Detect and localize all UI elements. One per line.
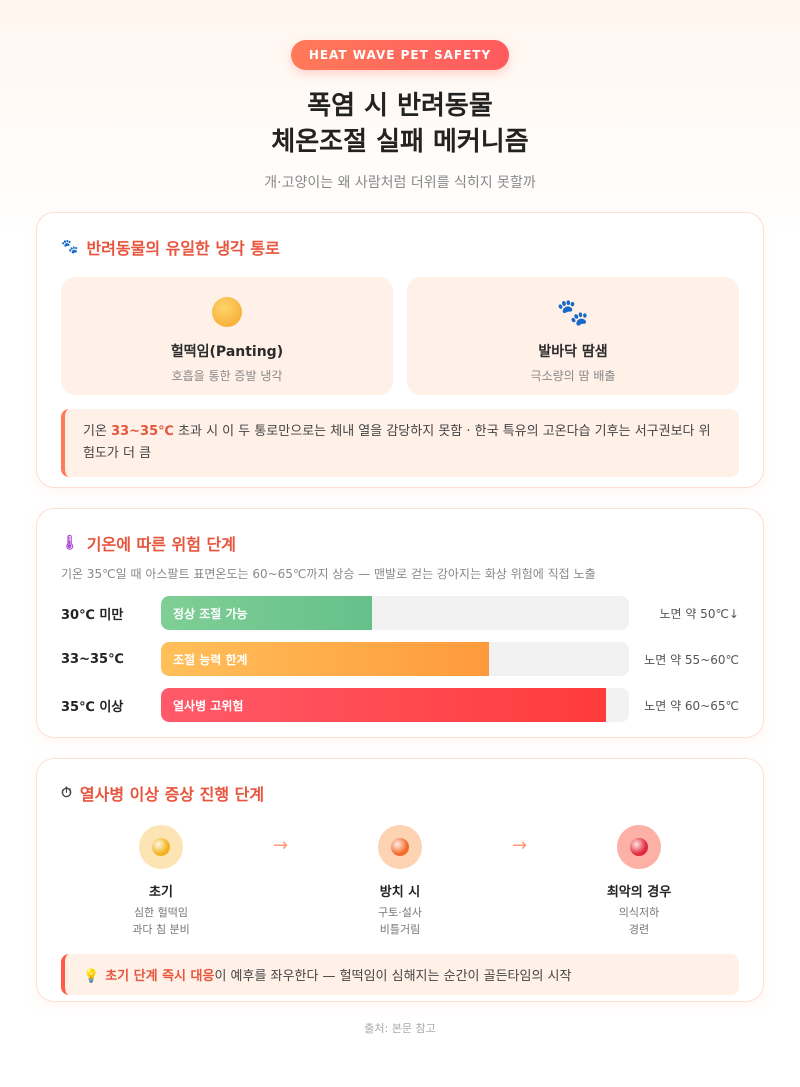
symptom-step: 초기 심한 헐떡임 과다 침 분비 xyxy=(101,825,221,938)
stage-circle-icon xyxy=(378,825,422,869)
cooling-routes-card: 🐾 반려동물의 유일한 냉각 통로 헐떡임(Panting) 호흡을 통한 증발… xyxy=(36,212,764,488)
risk-level-track: 조절 능력 한계 xyxy=(161,642,629,676)
road-temperature: 노면 약 55~60℃ xyxy=(644,652,739,667)
risk-level-track: 정상 조절 가능 xyxy=(161,596,629,630)
risk-levels-title: 🌡 기온에 따른 위험 단계 xyxy=(61,535,236,554)
risk-level-list: 30℃ 미만 정상 조절 가능 노면 약 50℃↓ 33~35℃ 조절 능력 한… xyxy=(61,596,739,722)
symptom-step: 방치 시 구토·설사 비틀거림 xyxy=(340,825,460,938)
stage-name: 초기 xyxy=(149,885,173,900)
route-desc: 호흡을 통한 증발 냉각 xyxy=(171,369,283,383)
risk-level-row: 30℃ 미만 정상 조절 가능 노면 약 50℃↓ xyxy=(61,596,739,630)
route-panting: 헐떡임(Panting) 호흡을 통한 증발 냉각 xyxy=(61,277,393,395)
road-temperature: 노면 약 50℃↓ xyxy=(659,606,739,621)
category-badge: HEAT WAVE PET SAFETY xyxy=(290,40,510,70)
risk-level-row: 33~35℃ 조절 능력 한계 노면 약 55~60℃ xyxy=(61,642,739,676)
symptom-steps: 초기 심한 헐떡임 과다 침 분비 → 방치 시 구토·설사 비틀거림 → 최악… xyxy=(61,825,739,938)
risk-level-bar: 열사병 고위험 xyxy=(161,688,606,722)
symptom-step: 최악의 경우 의식저하 경련 xyxy=(579,825,699,938)
stage-name: 방치 시 xyxy=(379,885,421,900)
route-name: 헐떡임(Panting) xyxy=(170,344,284,360)
page-title: 폭염 시 반려동물 체온조절 실패 메커니즘 xyxy=(271,91,529,157)
cooling-warning-note: 기온 33~35℃ 초과 시 이 두 통로만으로는 체내 열을 감당하지 못함 … xyxy=(61,409,739,477)
golden-time-tip: 💡 초기 단계 즉시 대응이 예후를 좌우한다 — 헐떡임이 심해지는 순간이 골… xyxy=(61,954,739,995)
risk-level-track: 열사병 고위험 xyxy=(161,688,629,722)
risk-level-label: 35℃ 이상 xyxy=(61,699,124,715)
paw-icon: 🐾 xyxy=(61,239,79,255)
cooling-routes-title: 🐾 반려동물의 유일한 냉각 통로 xyxy=(61,239,280,258)
road-temperature: 노면 약 60~65℃ xyxy=(644,698,739,713)
routes-list: 헐떡임(Panting) 호흡을 통한 증발 냉각 🐾 발바닥 땀샘 극소량의 … xyxy=(61,277,739,395)
stage-desc: 심한 헐떡임 과다 침 분비 xyxy=(132,906,190,936)
stage-desc: 구토·설사 비틀거림 xyxy=(378,906,422,936)
thermometer-icon: 🌡 xyxy=(61,535,79,551)
symptom-stages-title: ⏱ 열사병 이상 증상 진행 단계 xyxy=(61,785,265,804)
stopwatch-icon: ⏱ xyxy=(61,785,72,801)
arrow-right-icon: → xyxy=(272,835,289,856)
risk-levels-card: 🌡 기온에 따른 위험 단계 기온 35℃일 때 아스팔트 표면온도는 60~6… xyxy=(36,508,764,738)
arrow-right-icon: → xyxy=(511,835,528,856)
risk-level-bar: 정상 조절 가능 xyxy=(161,596,372,630)
stage-desc: 의식저하 경련 xyxy=(618,906,660,936)
stage-circle-icon xyxy=(617,825,661,869)
header: HEAT WAVE PET SAFETY 폭염 시 반려동물 체온조절 실패 메… xyxy=(0,0,800,192)
route-name: 발바닥 땀샘 xyxy=(538,344,608,360)
risk-level-bar: 조절 능력 한계 xyxy=(161,642,489,676)
lightbulb-icon: 💡 xyxy=(83,969,100,984)
risk-level-row: 35℃ 이상 열사병 고위험 노면 약 60~65℃ xyxy=(61,688,739,722)
paw-icon: 🐾 xyxy=(556,298,590,328)
panting-face-icon xyxy=(212,297,242,327)
route-desc: 극소량의 땀 배출 xyxy=(530,369,616,383)
stage-circle-icon xyxy=(139,825,183,869)
source-note: 출처: 본문 참고 xyxy=(364,1022,436,1035)
symptom-stages-card: ⏱ 열사병 이상 증상 진행 단계 초기 심한 헐떡임 과다 침 분비 → 방치… xyxy=(36,758,764,1002)
page-subtitle: 개·고양이는 왜 사람처럼 더위를 식히지 못할까 xyxy=(264,175,536,191)
risk-level-label: 30℃ 미만 xyxy=(61,607,124,623)
route-sweat-glands: 🐾 발바닥 땀샘 극소량의 땀 배출 xyxy=(407,277,739,395)
stage-name: 최악의 경우 xyxy=(606,885,672,900)
risk-subtitle: 기온 35℃일 때 아스팔트 표면온도는 60~65℃까지 상승 — 맨발로 걷… xyxy=(61,567,596,581)
risk-level-label: 33~35℃ xyxy=(61,651,124,667)
